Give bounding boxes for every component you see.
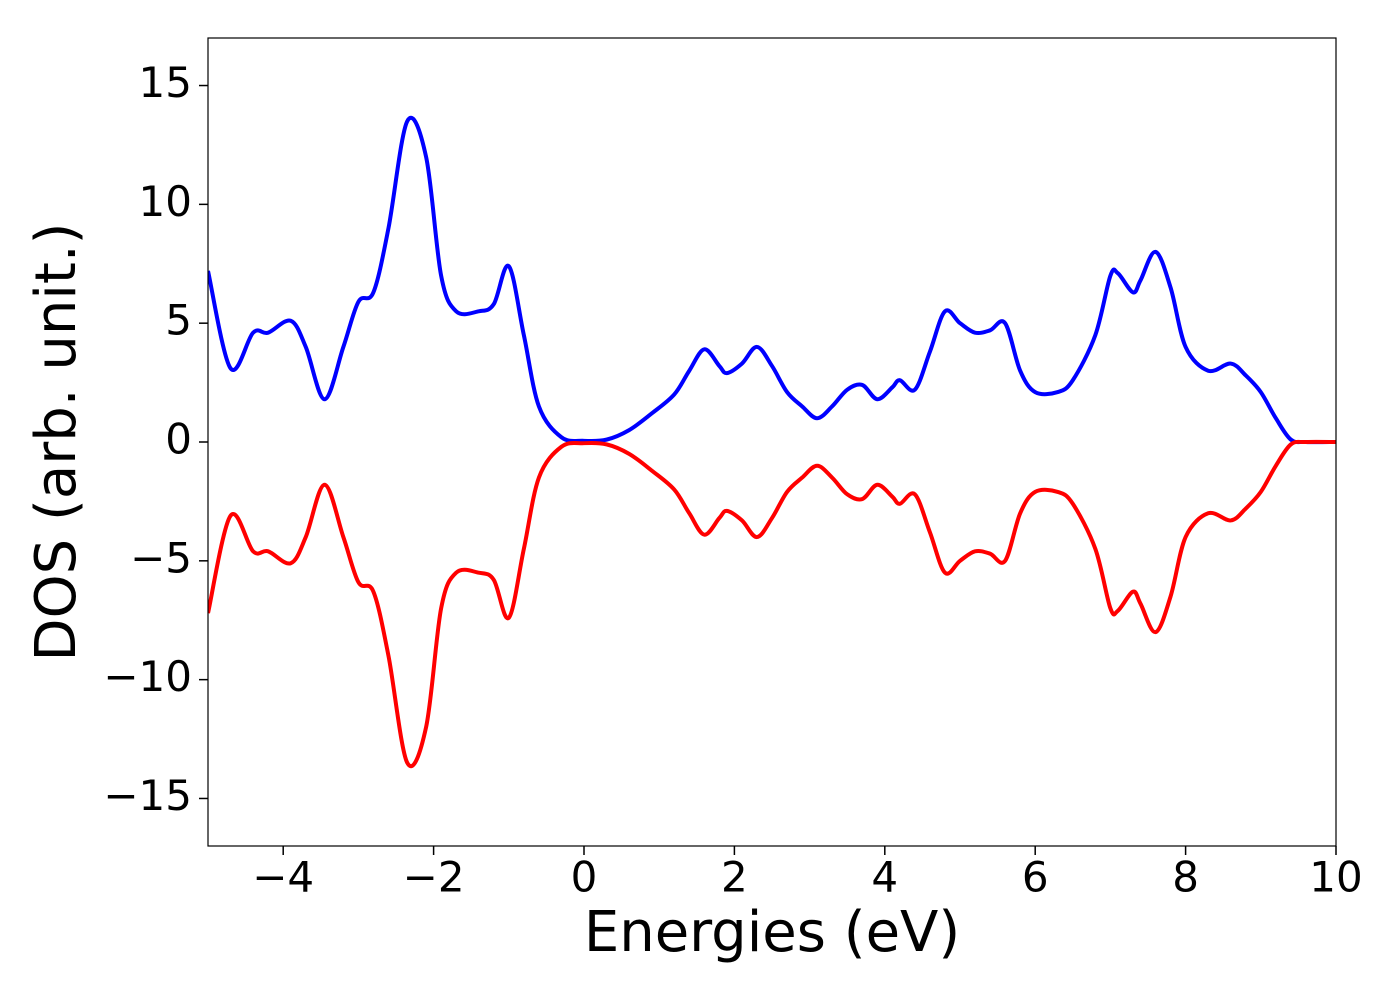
x-tick-label: 0	[571, 853, 598, 902]
x-tick-label: −2	[403, 853, 465, 902]
y-tick-label: 0	[165, 415, 192, 464]
y-tick-label: −5	[130, 533, 192, 582]
x-axis-label: Energies (eV)	[584, 900, 960, 965]
x-tick-label: 10	[1309, 853, 1362, 902]
y-tick-label: 15	[139, 58, 192, 107]
dos-line	[208, 116, 1336, 445]
x-tick-label: 6	[1022, 853, 1049, 902]
y-tick-label: 10	[139, 177, 192, 226]
y-tick-label: −10	[103, 652, 192, 701]
x-tick-label: 2	[721, 853, 748, 902]
x-tick-label: 4	[871, 853, 898, 902]
x-tick-label: 8	[1172, 853, 1199, 902]
x-tick-label: −4	[252, 853, 314, 902]
y-axis-label: DOS (arb. unit.)	[24, 222, 89, 661]
y-tick-label: −15	[103, 771, 192, 820]
plot-frame	[207, 37, 1337, 847]
dos-line	[208, 439, 1336, 768]
y-tick-label: 5	[165, 296, 192, 345]
